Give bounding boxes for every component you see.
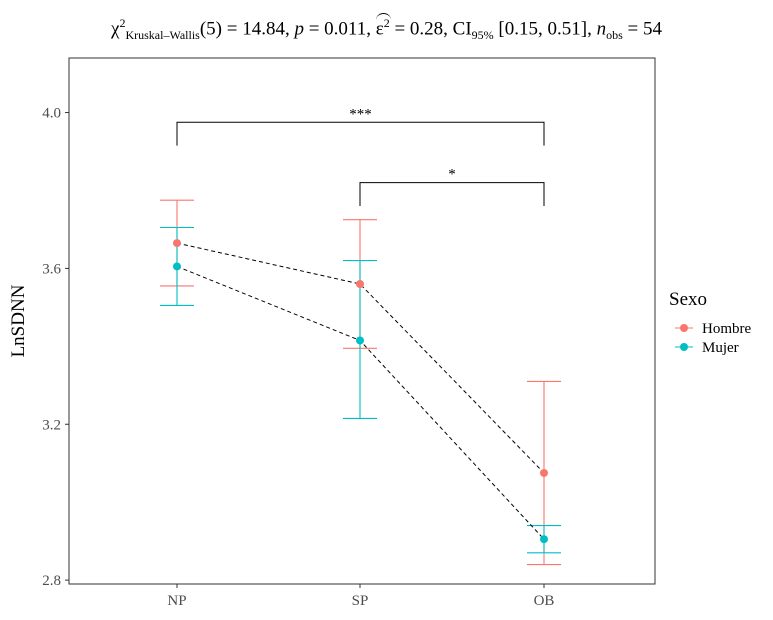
x-tick-label: NP <box>167 593 186 609</box>
legend-label: Mujer <box>702 340 739 356</box>
data-point <box>540 468 548 477</box>
y-tick-label: 4.0 <box>42 106 61 122</box>
data-point <box>540 535 548 544</box>
y-tick-label: 3.6 <box>42 261 61 277</box>
eps-symbol: ε <box>375 18 384 40</box>
y-tick-label: 2.8 <box>42 573 61 589</box>
n-label: n <box>596 18 607 40</box>
y-axis-label: LnSDNN <box>8 284 29 357</box>
eps-value: = 0.28, <box>394 18 448 40</box>
data-point <box>173 262 181 271</box>
legend-key-point <box>680 343 688 351</box>
df: (5) <box>199 18 222 40</box>
chart-title: χ2Kruskal–Wallis(5) = 14.84, p = 0.011, … <box>0 12 773 43</box>
ci-label: CI <box>452 18 472 40</box>
legend-label: Hombre <box>702 321 751 337</box>
significance-bracket <box>176 121 545 146</box>
stat-value: = 14.84, <box>226 18 290 40</box>
p-label: p <box>294 18 304 40</box>
n-value: = 54 <box>627 18 662 40</box>
data-point <box>356 279 364 288</box>
ci-value: [0.15, 0.51], <box>498 18 592 40</box>
data-point <box>356 336 364 345</box>
n-sub: obs <box>606 28 623 43</box>
epsilon-hat: ε2 <box>375 12 391 40</box>
chi-sup: 2 <box>119 16 126 30</box>
x-tick-label: OB <box>534 593 555 609</box>
chi-symbol: χ <box>111 18 120 40</box>
legend-key-point <box>680 324 688 332</box>
chi-sub: Kruskal–Wallis <box>125 28 200 43</box>
y-tick-label: 3.2 <box>42 417 61 433</box>
ci-sub: 95% <box>471 28 494 43</box>
legend-title: Sexo <box>669 289 707 310</box>
plot-panel <box>68 57 656 585</box>
data-point <box>173 239 181 248</box>
significance-label: * <box>448 167 456 183</box>
significance-bracket <box>359 182 545 207</box>
eps-sup: 2 <box>383 16 390 30</box>
significance-label: *** <box>349 106 372 122</box>
x-tick-label: SP <box>352 593 369 609</box>
p-value: = 0.011, <box>308 18 371 40</box>
